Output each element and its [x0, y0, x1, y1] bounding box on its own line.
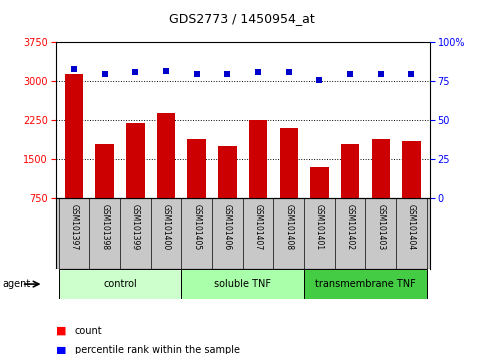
Text: ■: ■	[56, 346, 66, 354]
Text: GSM101398: GSM101398	[100, 204, 109, 250]
Bar	[341, 144, 359, 198]
Text: percentile rank within the sample: percentile rank within the sample	[75, 346, 240, 354]
Text: GSM101397: GSM101397	[70, 204, 78, 250]
Text: GSM101399: GSM101399	[131, 204, 140, 250]
Point	[408, 71, 415, 76]
Point	[315, 77, 323, 83]
Text: GDS2773 / 1450954_at: GDS2773 / 1450954_at	[169, 12, 314, 25]
Point	[70, 66, 78, 72]
Point	[131, 69, 139, 75]
Text: soluble TNF: soluble TNF	[214, 279, 271, 289]
Bar	[126, 123, 144, 198]
Text: ■: ■	[56, 326, 66, 336]
Point	[285, 69, 293, 75]
Bar	[65, 74, 83, 198]
Text: GSM101405: GSM101405	[192, 204, 201, 250]
Text: GSM101404: GSM101404	[407, 204, 416, 250]
Bar	[402, 141, 421, 198]
Bar	[157, 113, 175, 198]
Text: transmembrane TNF: transmembrane TNF	[315, 279, 416, 289]
Point	[377, 71, 384, 76]
Bar	[304, 269, 427, 299]
Bar	[181, 269, 304, 299]
Point	[193, 71, 200, 76]
Bar	[310, 167, 328, 198]
Text: GSM101406: GSM101406	[223, 204, 232, 250]
Bar	[249, 120, 267, 198]
Bar	[218, 146, 237, 198]
Point	[162, 68, 170, 73]
Bar	[96, 144, 114, 198]
Text: GSM101400: GSM101400	[161, 204, 170, 250]
Text: GSM101403: GSM101403	[376, 204, 385, 250]
Text: GSM101402: GSM101402	[346, 204, 355, 250]
Text: GSM101401: GSM101401	[315, 204, 324, 250]
Bar	[280, 128, 298, 198]
Text: agent: agent	[2, 279, 30, 289]
Point	[254, 69, 262, 75]
Text: GSM101408: GSM101408	[284, 204, 293, 250]
Bar	[371, 138, 390, 198]
Point	[346, 71, 354, 76]
Bar	[187, 138, 206, 198]
Bar	[58, 269, 181, 299]
Point	[224, 71, 231, 76]
Text: count: count	[75, 326, 102, 336]
Text: control: control	[103, 279, 137, 289]
Point	[101, 71, 109, 76]
Text: GSM101407: GSM101407	[254, 204, 263, 250]
